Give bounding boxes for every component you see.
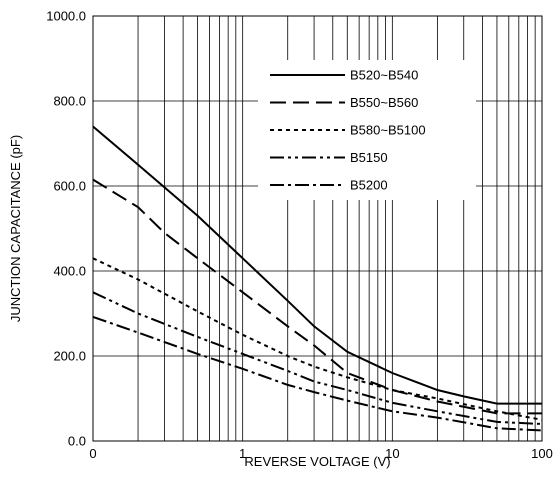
- series-line-5: [92, 315, 543, 432]
- x-axis-title: REVERSE VOLTAGE (V): [244, 454, 390, 469]
- tick-labels: 0.0 200.0 400.0 600.0 800.0 1000.0 0 1 10 100: [46, 9, 553, 462]
- series-line-4: [92, 291, 543, 425]
- y-tick-label: 200.0: [53, 349, 86, 364]
- x-tick-label: 100: [531, 446, 553, 461]
- legend-label: B550~B560: [350, 95, 418, 110]
- legend-label: B5150: [350, 150, 388, 165]
- y-tick-label: 400.0: [53, 264, 86, 279]
- legend: B520~B540 B550~B560 B580~B5100 B5150 B5200: [258, 60, 476, 200]
- series-line-2: [92, 178, 542, 415]
- x-tick-label: 0: [89, 446, 96, 461]
- legend-label: B580~B5100: [350, 123, 426, 138]
- series-line-1: [92, 125, 542, 405]
- y-tick-label: 0.0: [68, 434, 86, 449]
- y-tick-label: 1000.0: [46, 9, 86, 24]
- series-group: [92, 125, 543, 432]
- y-axis-title: JUNCTION CAPACITANCE (pF): [8, 135, 23, 322]
- legend-label: B520~B540: [350, 68, 418, 83]
- y-tick-label: 800.0: [53, 94, 86, 109]
- x-tick-label: 1: [239, 446, 246, 461]
- legend-label: B5200: [350, 178, 388, 193]
- plot-frame: [92, 15, 543, 442]
- y-tick-label: 600.0: [53, 179, 86, 194]
- x-tick-label: 10: [385, 446, 399, 461]
- series-line-3: [92, 257, 543, 421]
